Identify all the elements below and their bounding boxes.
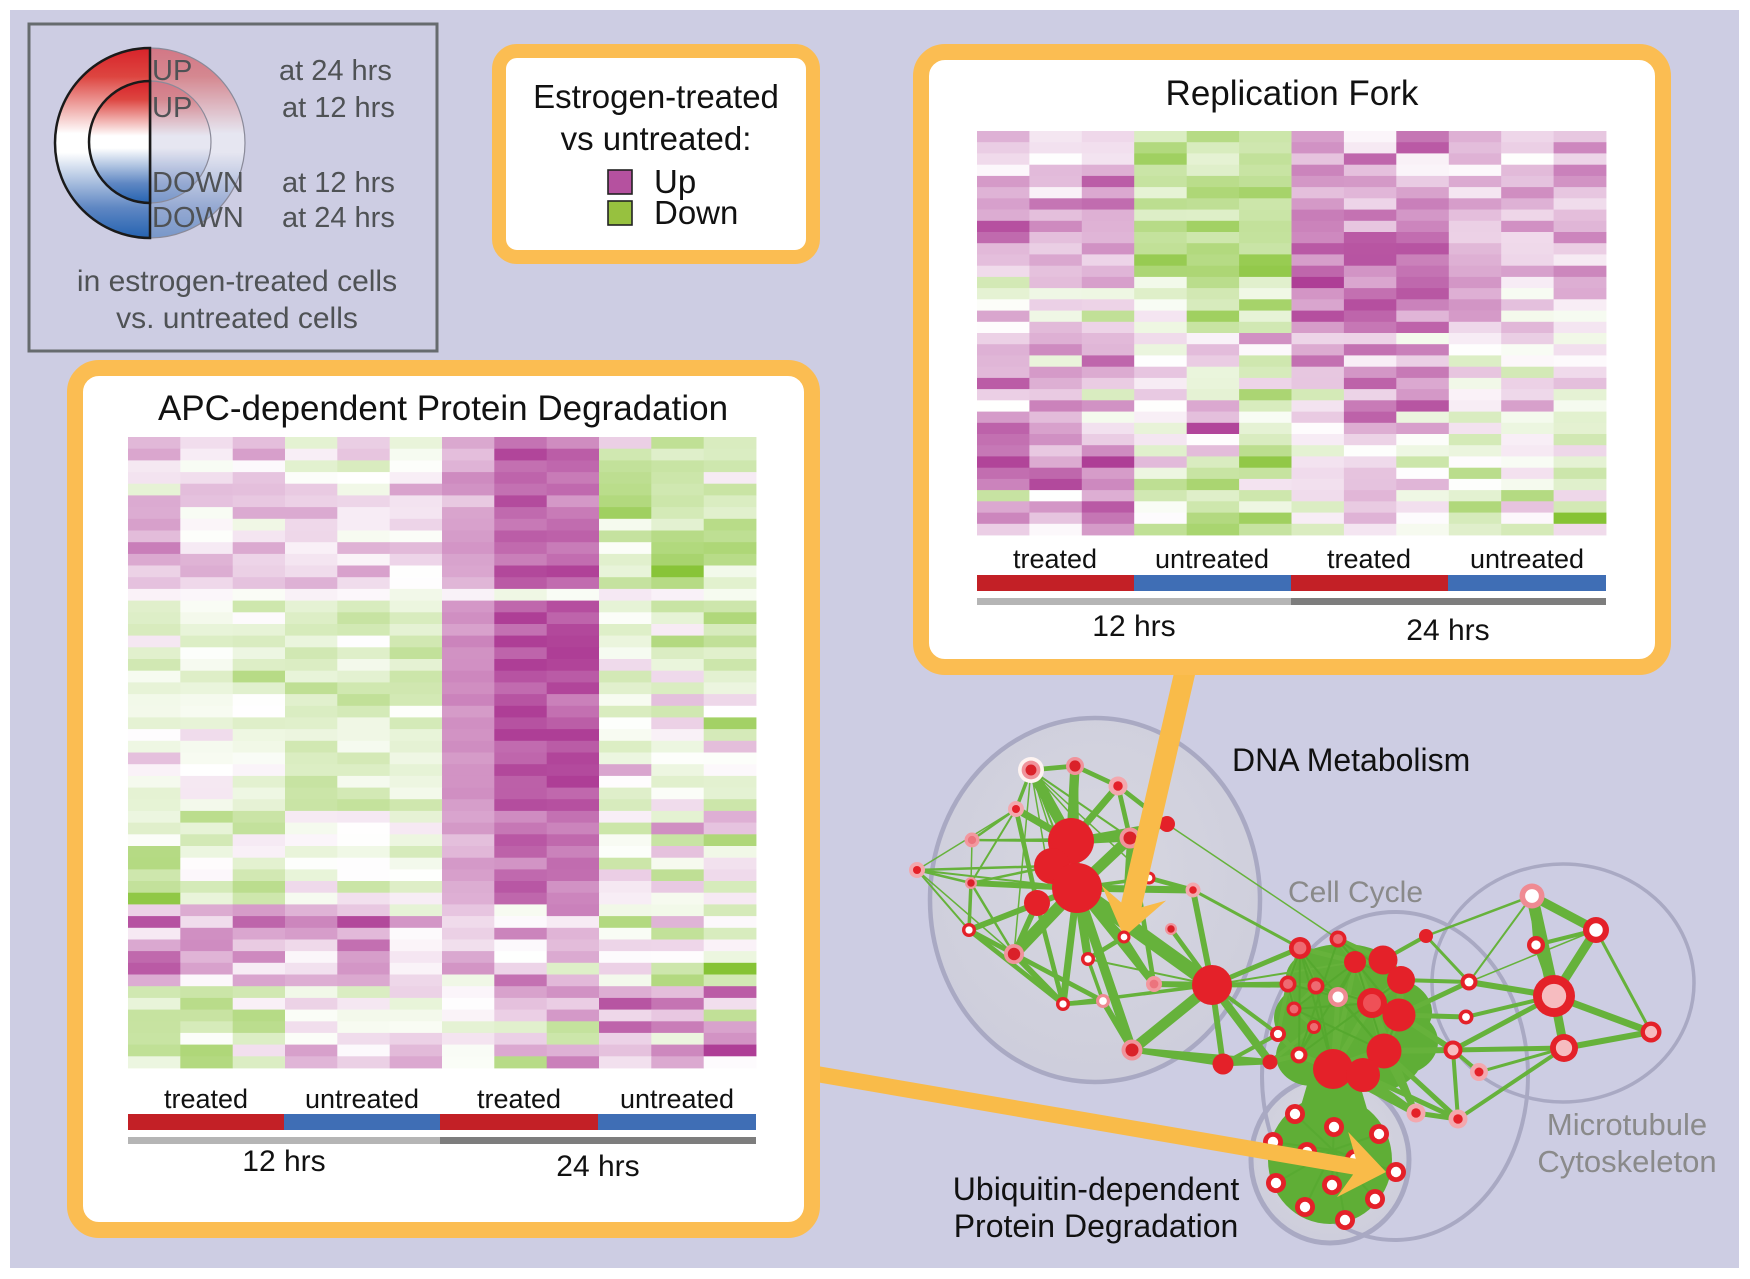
svg-text:DOWN: DOWN — [152, 167, 244, 199]
svg-text:at 24 hrs: at 24 hrs — [279, 55, 392, 87]
svg-text:Replication Fork: Replication Fork — [1166, 74, 1419, 113]
svg-text:treated: treated — [1013, 544, 1097, 574]
svg-text:Estrogen-treated: Estrogen-treated — [533, 78, 779, 115]
svg-text:treated: treated — [1327, 544, 1411, 574]
svg-text:at 12 hrs: at 12 hrs — [282, 167, 395, 199]
svg-text:24 hrs: 24 hrs — [556, 1150, 639, 1183]
svg-text:vs. untreated cells: vs. untreated cells — [116, 302, 358, 335]
svg-text:DNA Metabolism: DNA Metabolism — [1232, 742, 1470, 778]
svg-text:Ubiquitin-dependent: Ubiquitin-dependent — [953, 1171, 1240, 1207]
svg-text:untreated: untreated — [305, 1084, 419, 1114]
svg-text:untreated: untreated — [1470, 544, 1584, 574]
svg-text:12 hrs: 12 hrs — [242, 1145, 325, 1178]
svg-text:UP: UP — [152, 55, 192, 87]
svg-text:UP: UP — [152, 92, 192, 124]
svg-text:untreated: untreated — [1155, 544, 1269, 574]
svg-text:vs untreated:: vs untreated: — [561, 120, 752, 157]
svg-text:Microtubule: Microtubule — [1547, 1107, 1707, 1142]
svg-text:APC-dependent Protein Degradat: APC-dependent Protein Degradation — [158, 389, 728, 428]
svg-text:treated: treated — [164, 1084, 248, 1114]
svg-text:Down: Down — [654, 194, 738, 231]
svg-text:Cell Cycle: Cell Cycle — [1288, 876, 1423, 909]
svg-text:treated: treated — [477, 1084, 561, 1114]
svg-text:at 12 hrs: at 12 hrs — [282, 92, 395, 124]
svg-text:untreated: untreated — [620, 1084, 734, 1114]
svg-text:24 hrs: 24 hrs — [1406, 614, 1489, 647]
svg-text:in estrogen-treated cells: in estrogen-treated cells — [77, 265, 397, 298]
svg-text:at 24 hrs: at 24 hrs — [282, 202, 395, 234]
svg-text:DOWN: DOWN — [152, 202, 244, 234]
svg-text:Up: Up — [654, 163, 696, 200]
svg-text:Protein Degradation: Protein Degradation — [954, 1208, 1239, 1244]
svg-text:12 hrs: 12 hrs — [1092, 610, 1175, 643]
svg-text:Cytoskeleton: Cytoskeleton — [1537, 1144, 1716, 1179]
